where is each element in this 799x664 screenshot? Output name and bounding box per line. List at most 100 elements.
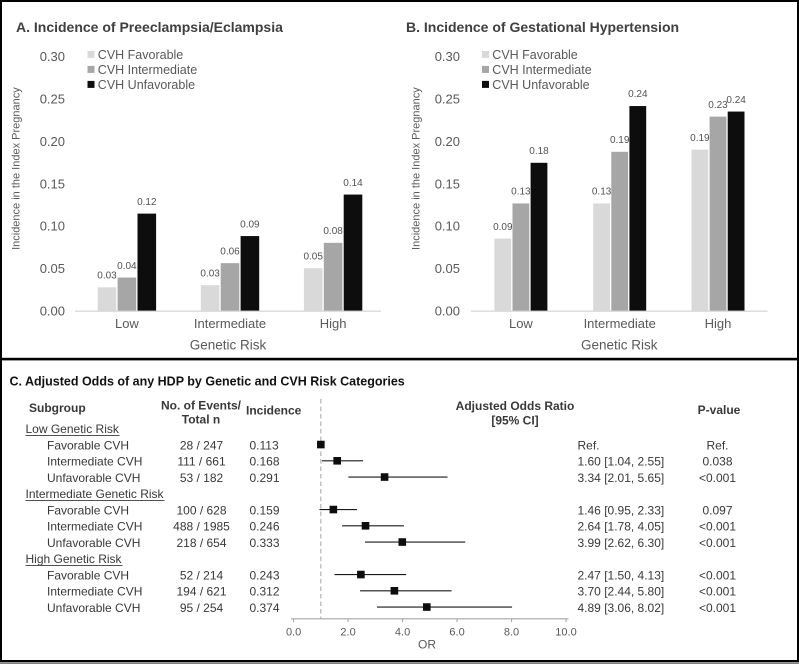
svg-text:0.08: 0.08	[323, 226, 343, 237]
svg-text:B. Incidence of Gestational Hy: B. Incidence of Gestational Hypertension	[406, 19, 679, 35]
svg-text:0.10: 0.10	[435, 219, 460, 234]
svg-text:Genetic Risk: Genetic Risk	[581, 338, 658, 353]
svg-text:C. Adjusted Odds of any HDP by: C. Adjusted Odds of any HDP by Genetic a…	[10, 375, 405, 389]
svg-text:52 / 214: 52 / 214	[180, 568, 224, 582]
svg-text:P-value: P-value	[698, 403, 741, 417]
svg-text:<0.001: <0.001	[699, 601, 736, 615]
svg-text:CVH Favorable: CVH Favorable	[492, 48, 577, 62]
svg-text:High: High	[705, 316, 732, 331]
svg-text:0.10: 0.10	[40, 219, 65, 234]
svg-text:0.13: 0.13	[592, 187, 612, 198]
svg-text:0.243: 0.243	[250, 568, 280, 582]
svg-text:OR: OR	[418, 638, 436, 652]
svg-text:0.19: 0.19	[690, 133, 710, 144]
svg-text:Total n: Total n	[182, 413, 220, 427]
svg-text:0.05: 0.05	[303, 251, 323, 262]
svg-text:0.113: 0.113	[250, 438, 279, 452]
svg-text:CVH Intermediate: CVH Intermediate	[492, 63, 591, 77]
svg-text:Intermediate: Intermediate	[194, 316, 266, 331]
svg-text:0.30: 0.30	[435, 49, 460, 64]
svg-text:Ref.: Ref.	[578, 438, 600, 452]
svg-text:Favorable CVH: Favorable CVH	[47, 568, 129, 582]
svg-text:3.34 [2.01, 5.65]: 3.34 [2.01, 5.65]	[578, 471, 665, 485]
svg-text:0.13: 0.13	[511, 187, 531, 198]
svg-text:2.64 [1.78, 4.05]: 2.64 [1.78, 4.05]	[578, 520, 665, 534]
svg-text:0.20: 0.20	[435, 134, 460, 149]
svg-text:488 / 1985: 488 / 1985	[173, 520, 230, 534]
svg-text:0.15: 0.15	[435, 176, 460, 191]
svg-text:0.15: 0.15	[40, 176, 65, 191]
svg-text:0.25: 0.25	[40, 92, 65, 107]
svg-text:Intermediate Genetic Risk: Intermediate Genetic Risk	[26, 487, 165, 501]
svg-text:CVH Intermediate: CVH Intermediate	[98, 63, 197, 77]
svg-text:Intermediate CVH: Intermediate CVH	[47, 455, 142, 469]
svg-text:1.46 [0.95, 2.33]: 1.46 [0.95, 2.33]	[578, 503, 665, 517]
svg-text:0.25: 0.25	[435, 92, 460, 107]
svg-text:194 / 621: 194 / 621	[176, 585, 226, 599]
svg-text:218 / 654: 218 / 654	[176, 536, 226, 550]
svg-text:0.19: 0.19	[610, 135, 630, 146]
svg-text:[95% CI]: [95% CI]	[491, 413, 538, 427]
svg-text:0.14: 0.14	[343, 178, 363, 189]
svg-text:0.00: 0.00	[40, 303, 65, 318]
svg-text:0.159: 0.159	[250, 503, 280, 517]
svg-text:0.00: 0.00	[435, 303, 460, 318]
svg-text:Incidence in the Index Pregnan: Incidence in the Index Pregnancy	[11, 87, 23, 250]
svg-text:100 / 628: 100 / 628	[176, 503, 226, 517]
svg-text:Low: Low	[509, 316, 533, 331]
svg-text:0.09: 0.09	[240, 219, 260, 230]
svg-text:A. Incidence of Preeclampsia/E: A. Incidence of Preeclampsia/Eclampsia	[16, 19, 283, 35]
svg-text:0.06: 0.06	[220, 246, 240, 257]
svg-text:8.0: 8.0	[504, 627, 519, 639]
svg-text:0.03: 0.03	[200, 268, 220, 279]
svg-text:Ref.: Ref.	[706, 438, 728, 452]
svg-text:0.097: 0.097	[702, 503, 732, 517]
svg-text:Low Genetic Risk: Low Genetic Risk	[26, 422, 120, 436]
svg-text:3.99 [2.62, 6.30]: 3.99 [2.62, 6.30]	[578, 536, 665, 550]
svg-text:Incidence: Incidence	[246, 404, 302, 418]
svg-text:0.20: 0.20	[40, 134, 65, 149]
svg-text:6.0: 6.0	[449, 627, 464, 639]
svg-text:Intermediate CVH: Intermediate CVH	[47, 585, 142, 599]
svg-text:Incidence in the Index Pregnan: Incidence in the Index Pregnancy	[410, 87, 422, 250]
svg-text:High Genetic Risk: High Genetic Risk	[26, 552, 123, 566]
svg-text:0.23: 0.23	[708, 100, 728, 111]
svg-text:0.18: 0.18	[529, 146, 549, 157]
svg-text:0.246: 0.246	[250, 520, 280, 534]
svg-text:111 / 661: 111 / 661	[177, 455, 226, 469]
svg-text:4.89 [3.06, 8.02]: 4.89 [3.06, 8.02]	[578, 601, 665, 615]
svg-text:Unfavorable CVH: Unfavorable CVH	[47, 601, 140, 615]
svg-text:28 / 247: 28 / 247	[180, 438, 224, 452]
svg-text:0.038: 0.038	[702, 455, 732, 469]
svg-text:0.03: 0.03	[97, 271, 117, 282]
svg-text:CVH Favorable: CVH Favorable	[98, 48, 183, 62]
svg-text:Intermediate: Intermediate	[584, 316, 656, 331]
svg-text:Favorable CVH: Favorable CVH	[47, 503, 129, 517]
svg-text:<0.001: <0.001	[699, 520, 736, 534]
svg-text:0.12: 0.12	[137, 197, 157, 208]
svg-text:1.60 [1.04, 2.55]: 1.60 [1.04, 2.55]	[578, 455, 665, 469]
svg-text:0.09: 0.09	[493, 222, 513, 233]
svg-text:95 / 254: 95 / 254	[180, 601, 224, 615]
svg-text:CVH Unfavorable: CVH Unfavorable	[98, 78, 195, 92]
svg-text:0.374: 0.374	[250, 601, 280, 615]
svg-text:0.05: 0.05	[40, 261, 65, 276]
svg-text:0.333: 0.333	[250, 536, 280, 550]
svg-text:Genetic Risk: Genetic Risk	[190, 338, 267, 353]
svg-text:<0.001: <0.001	[699, 585, 736, 599]
svg-text:Low: Low	[115, 316, 139, 331]
svg-text:53 / 182: 53 / 182	[180, 471, 224, 485]
svg-text:0.291: 0.291	[250, 471, 280, 485]
svg-text:2.47 [1.50, 4.13]: 2.47 [1.50, 4.13]	[578, 568, 665, 582]
svg-text:CVH Unfavorable: CVH Unfavorable	[492, 78, 589, 92]
svg-text:<0.001: <0.001	[699, 471, 736, 485]
svg-text:Adjusted Odds Ratio: Adjusted Odds Ratio	[456, 399, 575, 413]
svg-text:<0.001: <0.001	[699, 568, 736, 582]
svg-text:Unfavorable CVH: Unfavorable CVH	[47, 536, 140, 550]
svg-text:0.24: 0.24	[628, 89, 648, 100]
svg-text:<0.001: <0.001	[699, 536, 736, 550]
svg-text:Favorable CVH: Favorable CVH	[47, 438, 129, 452]
svg-text:0.30: 0.30	[40, 49, 65, 64]
svg-text:10.0: 10.0	[555, 627, 576, 639]
svg-text:Unfavorable CVH: Unfavorable CVH	[47, 471, 140, 485]
